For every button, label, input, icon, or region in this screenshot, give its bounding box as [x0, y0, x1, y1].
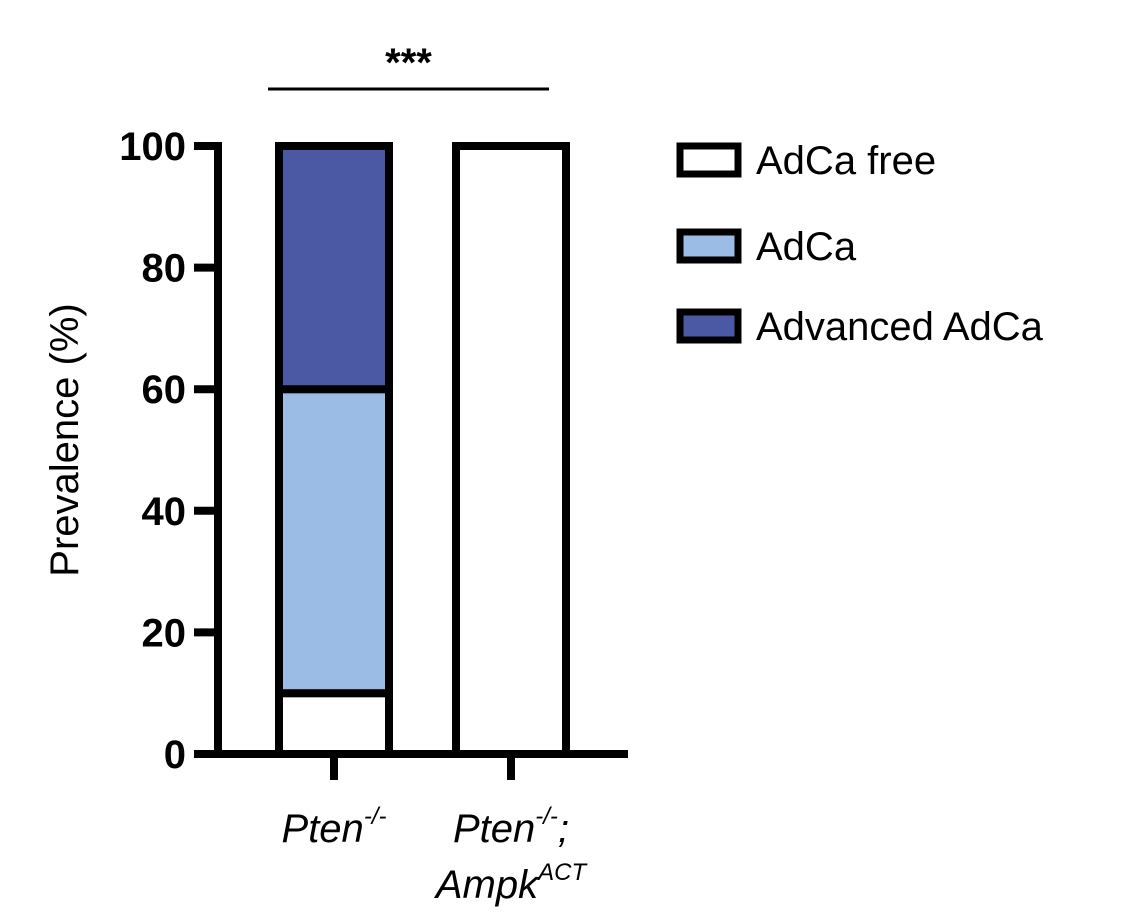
y-tick-label: 80 [142, 247, 187, 291]
category-suffix: ; [558, 807, 569, 851]
bar-segment-1-adca-free [275, 689, 393, 759]
y-tick-label: 40 [142, 490, 187, 534]
category-line2-sup: ACT [536, 859, 588, 886]
bar-segment-1-advanced-adca [275, 142, 393, 394]
bar-segment-1-adca [275, 385, 393, 698]
legend-swatch [676, 228, 742, 264]
legend-swatch [676, 308, 742, 344]
legend-label: AdCa [756, 225, 857, 269]
x-category-label-2: Pten-/-; [453, 803, 569, 851]
y-tick-label: 60 [142, 368, 187, 412]
bars [275, 142, 570, 759]
legend: AdCa free AdCa Advanced AdCa [676, 139, 1044, 349]
y-axis-label: Prevalence (%) [43, 303, 87, 576]
bar-segment-2-adca-free [452, 142, 570, 758]
y-tick-label: 20 [142, 611, 187, 655]
legend-item-adca-free: AdCa free [676, 139, 936, 183]
x-category-label-2-line2: AmpkACT [434, 859, 589, 907]
y-tick-label: 0 [164, 733, 186, 777]
legend-item-adca: AdCa [676, 225, 857, 269]
legend-swatch [676, 142, 742, 178]
y-tick-label: 100 [119, 125, 186, 169]
category-line2-base: Ampk [434, 863, 540, 907]
category-sup: -/- [364, 803, 387, 830]
legend-item-advanced-adca: Advanced AdCa [676, 305, 1044, 349]
category-base: Pten [453, 807, 535, 851]
category-sup: -/- [535, 803, 558, 830]
x-category-label-1: Pten-/- [282, 803, 387, 851]
significance-label: *** [385, 41, 432, 85]
legend-label: AdCa free [756, 139, 936, 183]
category-base: Pten [282, 807, 364, 851]
legend-label: Advanced AdCa [756, 305, 1044, 349]
labels: Prevalence (%)Pten-/- Pten-/-;AmpkACT*** [43, 41, 588, 907]
